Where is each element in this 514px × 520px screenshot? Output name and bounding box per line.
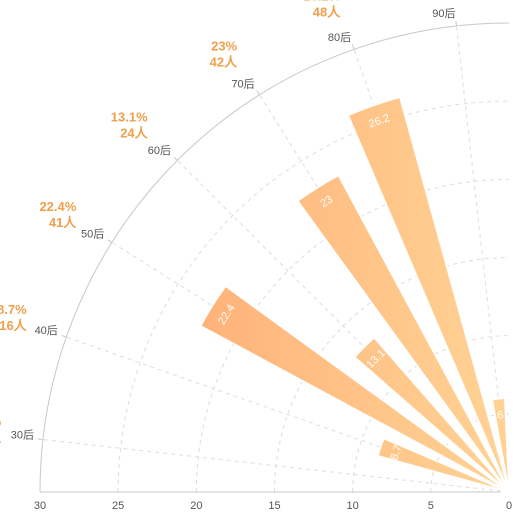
data-label: 6 (497, 409, 504, 422)
grid-spoke (42, 438, 510, 493)
data-label: 23 (318, 194, 335, 211)
category-label: 70后 (231, 77, 254, 90)
radial-tick-label: 20 (190, 500, 202, 512)
angle-tick (351, 44, 355, 50)
outer-arc (39, 22, 510, 493)
radial-tick-label: 10 (347, 500, 359, 512)
angle-tick (107, 239, 113, 243)
angle-tick (61, 334, 67, 338)
angle-tick (455, 20, 457, 27)
grid-arc (195, 178, 510, 493)
radial-tick-label: 15 (268, 500, 280, 512)
grid-spoke (66, 336, 510, 493)
bar-layer (199, 96, 510, 493)
radial-tick-label: 5 (428, 500, 434, 512)
bar-80后 (347, 96, 510, 493)
category-label: 90后 (432, 7, 455, 20)
category-label: 40后 (35, 324, 58, 337)
category-label: 30后 (11, 428, 34, 441)
annotation-count: 1人 (0, 430, 2, 445)
annotation-percent: 23% (211, 38, 237, 53)
annotation-count: 42人 (210, 54, 238, 69)
radial-tick-label: 25 (112, 500, 124, 512)
category-label: 50后 (81, 228, 104, 241)
grid-spoke (177, 160, 510, 493)
annotation-percent: 13.1% (111, 110, 148, 125)
bar-90后 (491, 397, 510, 493)
annotation-percent: 0.5% (0, 414, 2, 429)
annotation-percent: 8.7% (0, 302, 27, 317)
bar-40后 (376, 437, 510, 493)
data-label: 8.7 (388, 443, 404, 461)
bar-70后 (296, 174, 510, 493)
annotation-count: 41人 (49, 215, 77, 230)
radial-tick-label: 30 (34, 500, 46, 512)
annotation-count: 24人 (120, 126, 148, 141)
grid-arc (430, 413, 510, 493)
bar-50后 (199, 285, 510, 493)
radial-tick-label: 0 (506, 500, 512, 512)
angle-tick (256, 90, 260, 96)
annotation-count: 48人 (313, 5, 341, 20)
bar-60后 (353, 336, 510, 493)
annotation-count: 16人 (0, 318, 28, 333)
grid-arc (117, 100, 510, 493)
annotation-percent: 26.2% (303, 0, 340, 4)
category-label: 60后 (148, 144, 171, 157)
annotation-percent: 22.4% (39, 199, 76, 214)
angle-tick (173, 156, 178, 161)
angle-tick (37, 438, 44, 440)
category-label: 80后 (328, 31, 351, 44)
grid-spoke (455, 25, 510, 493)
